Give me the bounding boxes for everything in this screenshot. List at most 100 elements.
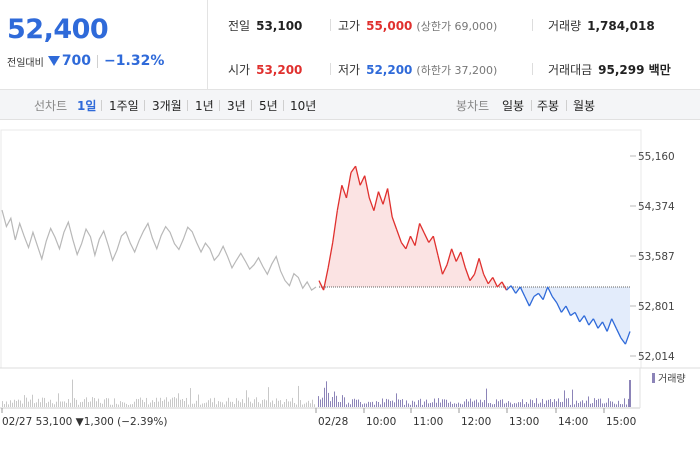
volume-bar — [530, 399, 531, 407]
volume-bar — [584, 403, 585, 407]
volume-bar — [532, 400, 533, 407]
volume-bar — [472, 401, 473, 407]
volume-bar — [266, 400, 267, 407]
volume-bar — [226, 401, 227, 407]
volume-bar — [490, 403, 491, 407]
tab-1week[interactable]: 1주일 — [109, 99, 139, 113]
tab-monthly-candle[interactable]: 월봉 — [573, 99, 596, 113]
volume-bar — [520, 402, 521, 407]
volume-bar — [598, 398, 599, 407]
volume-bar — [30, 399, 31, 407]
series-segment-today — [574, 312, 581, 323]
series-segment-today — [538, 292, 544, 301]
volume-bar — [426, 399, 427, 407]
volume-bar — [504, 403, 505, 407]
change-row: 전일대비 700 −1.32% — [7, 53, 164, 69]
volume-bar — [278, 400, 279, 407]
volume-bar — [8, 404, 9, 407]
volume-bar — [458, 402, 459, 407]
series-segment-today — [327, 242, 334, 269]
volume-bar — [186, 397, 187, 407]
volume-bar — [390, 400, 391, 407]
volume-bar — [414, 401, 415, 407]
volume-bar — [194, 403, 195, 407]
volume-bar — [364, 403, 365, 407]
volume-bar — [6, 401, 7, 407]
volume-bar — [144, 402, 145, 407]
volume-bar — [134, 401, 135, 407]
volume-bar — [622, 404, 623, 407]
volume-bar — [366, 403, 367, 407]
tab-1day[interactable]: 1일 — [77, 99, 97, 113]
volume-legend-label: 거래량 — [658, 373, 686, 385]
series-segment-today — [473, 258, 480, 275]
volume-bar — [260, 403, 261, 407]
volume-bar — [2, 401, 3, 407]
volume-bar — [478, 402, 479, 407]
series-segment-today — [583, 315, 590, 326]
volume-bar — [218, 401, 219, 407]
volume-bar — [484, 400, 485, 407]
volume-bar — [564, 390, 565, 407]
volume-bar — [494, 404, 495, 407]
down-triangle-icon — [47, 56, 60, 66]
volume-bar — [84, 399, 85, 407]
volume-bar — [292, 397, 293, 407]
volume-bar — [496, 399, 497, 407]
volume-bar — [322, 397, 323, 407]
volume-bar — [548, 399, 549, 407]
tab-daily-candle[interactable]: 일봉 — [502, 99, 525, 113]
volume-bar — [376, 401, 377, 407]
volume-bar — [202, 403, 203, 407]
volume-bar — [74, 398, 75, 407]
tab-weekly-candle[interactable]: 주봉 — [537, 99, 560, 113]
volume-bar — [180, 399, 181, 407]
volume-bar — [184, 400, 185, 407]
series-segment-today — [364, 175, 370, 199]
volume-bar — [618, 400, 619, 407]
volume-bar — [568, 398, 569, 407]
volume-bar — [612, 401, 613, 407]
tab-3months[interactable]: 3개월 — [152, 99, 182, 113]
volume-bar — [404, 404, 405, 407]
y-tick-label: 55,160 — [638, 151, 675, 163]
volume-bar — [34, 403, 35, 407]
divider — [251, 100, 252, 111]
volume-bar — [626, 404, 627, 407]
volume-bar — [558, 398, 559, 407]
volume-bar — [108, 398, 109, 407]
volume-bar — [300, 400, 301, 407]
volume-bar — [468, 401, 469, 407]
volume-bar — [302, 404, 303, 407]
series-segment-today — [377, 191, 384, 205]
stock-summary-header: 52,400 전일대비 700 −1.32% 전일 53,100 고가 55,000… — [0, 0, 700, 90]
tab-5years[interactable]: 5년 — [259, 99, 278, 113]
volume-bar — [596, 400, 597, 407]
tab-10years[interactable]: 10년 — [290, 99, 317, 113]
above-reference-fill — [319, 166, 630, 287]
tab-1year[interactable]: 1년 — [195, 99, 214, 113]
series-segment-today — [570, 311, 576, 317]
volume-bar — [114, 398, 115, 407]
volume-bar — [18, 399, 19, 407]
tab-3years[interactable]: 3년 — [227, 99, 246, 113]
volume-bar — [562, 401, 563, 407]
volume-bar — [604, 403, 605, 407]
volume-bar — [370, 402, 371, 407]
volume-bar — [280, 400, 281, 407]
volume-bar — [22, 403, 23, 407]
stat-value: 53,200 — [256, 63, 303, 77]
volume-bar — [28, 401, 29, 407]
stat-value: 52,200 — [366, 63, 413, 77]
volume-bar — [60, 401, 61, 407]
volume-bar — [204, 403, 205, 407]
divider — [101, 100, 102, 111]
series-segment-today — [615, 328, 622, 339]
volume-bar — [284, 401, 285, 407]
series-segment-today — [405, 235, 412, 250]
volume-bar — [544, 403, 545, 407]
volume-legend: 거래량 — [652, 373, 686, 385]
volume-bar — [334, 391, 335, 407]
series-segment-today — [547, 286, 553, 297]
series-segment-today — [551, 296, 558, 304]
